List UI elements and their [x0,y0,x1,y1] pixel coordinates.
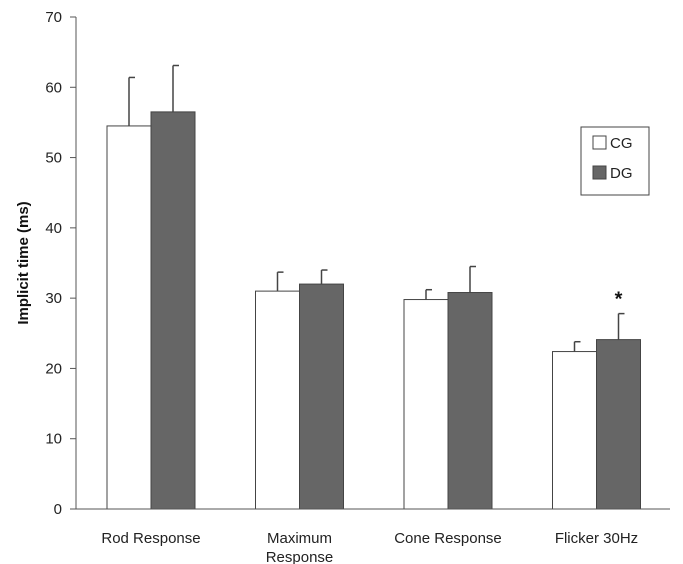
bar [106,125,152,510]
y-tick-label: 50 [45,150,62,167]
y-tick-label: 40 [45,220,62,237]
legend-swatch [592,135,607,150]
category-label: Rod Response [101,530,200,547]
y-tick-label: 30 [45,290,62,307]
bar [552,351,597,510]
axes [75,17,670,510]
y-tick-label: 0 [54,501,62,518]
y-axis-ticks: 0 10 20 30 40 50 60 70 [45,9,76,518]
category-labels: Rod Response Maximum Response Cone Response… [101,530,638,564]
error-bars [128,64,625,352]
legend: CG DG [580,126,650,196]
category-label: Cone Response [394,530,502,547]
y-tick-label: 60 [45,79,62,96]
legend-swatch [592,165,607,180]
bar [403,299,449,510]
category-label: Response [266,549,334,564]
bar [299,283,344,510]
bar [255,290,300,510]
bar [447,292,493,510]
annotations: * [615,289,623,311]
category-label: Flicker 30Hz [555,530,638,547]
bar [150,111,196,510]
bars [106,111,641,510]
bar [596,339,641,510]
legend-box [580,126,650,196]
y-tick-label: 20 [45,360,62,377]
y-tick-label: 10 [45,431,62,448]
y-axis-label: Implicit time (ms) [15,201,32,324]
significance-marker: * [615,289,623,311]
category-label: Maximum [267,530,332,547]
y-tick-label: 70 [45,9,62,26]
legend-label: CG [610,135,633,152]
legend-label: DG [610,165,633,182]
